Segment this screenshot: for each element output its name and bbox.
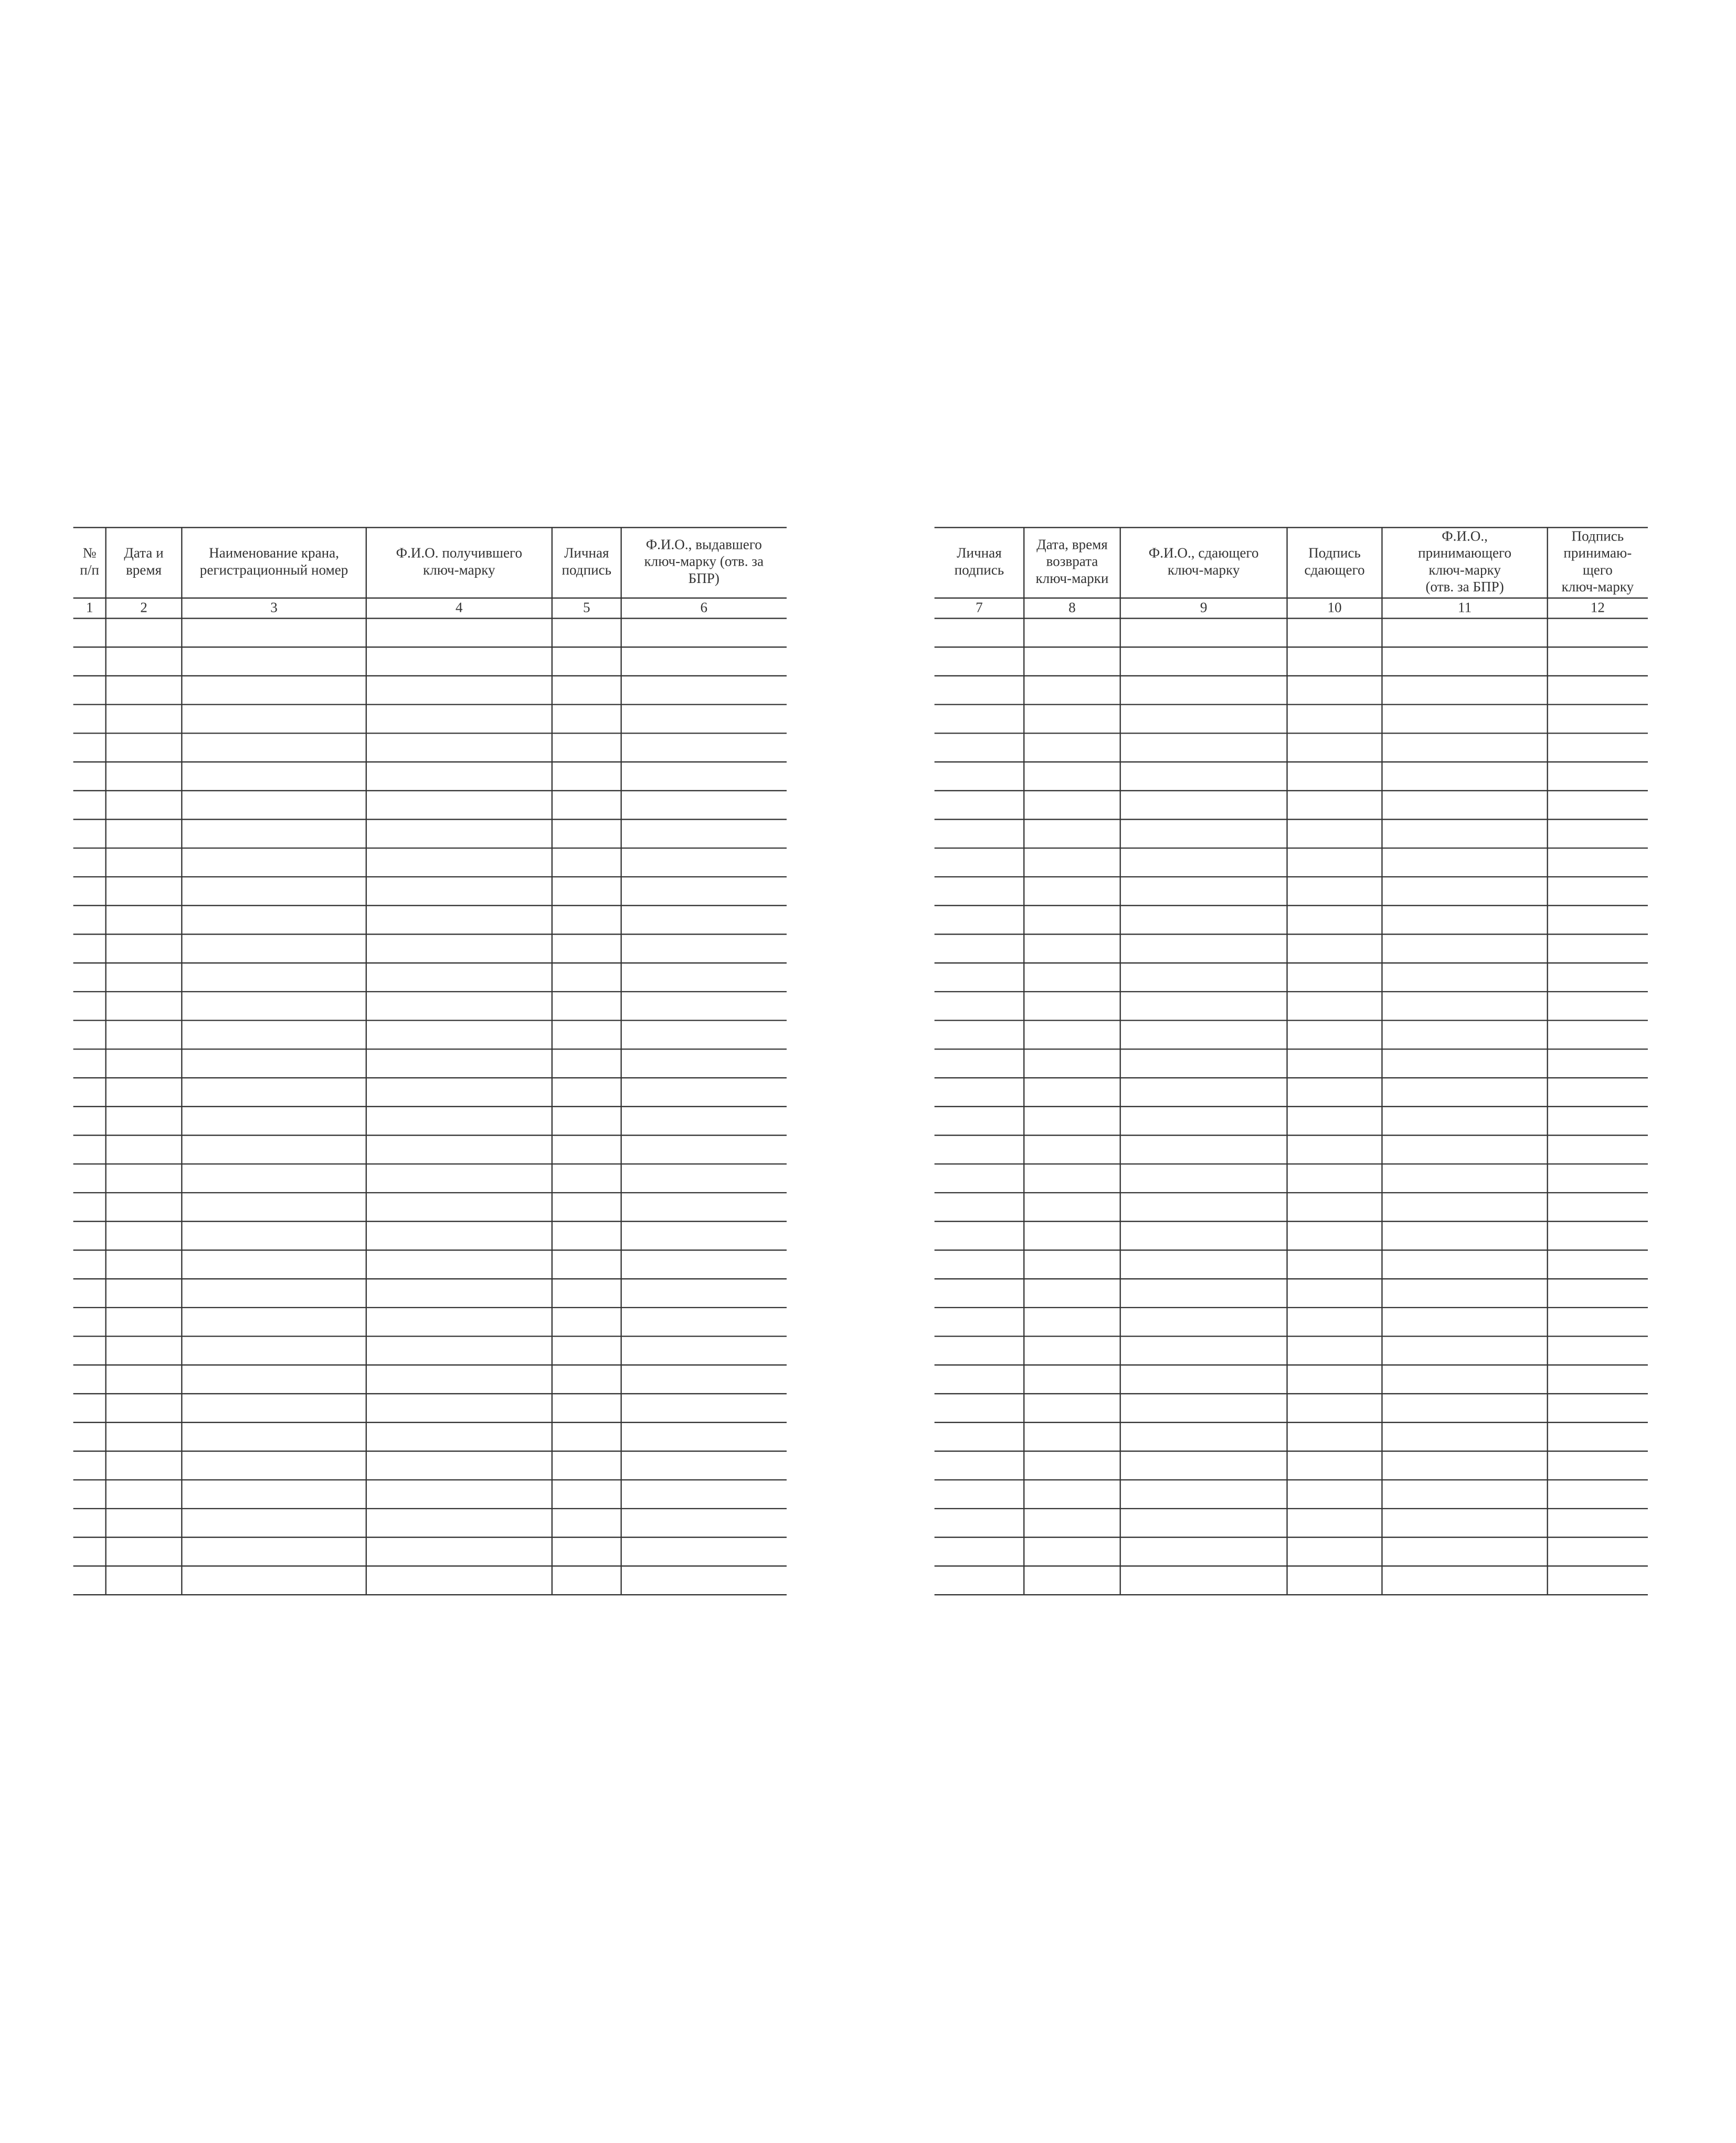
column-number: 6 — [701, 600, 708, 616]
column-header: принимающего — [1418, 545, 1511, 561]
column-header: Подпись — [1308, 545, 1361, 561]
column-header: БПР) — [689, 570, 719, 586]
column-header: ключ-марки — [1035, 570, 1108, 586]
column-header: ключ-марку — [1428, 562, 1501, 578]
column-header: время — [126, 562, 162, 578]
column-header: № — [83, 545, 97, 561]
column-number: 1 — [86, 600, 93, 616]
column-header: Наименование крана, — [209, 545, 339, 561]
column-header: щего — [1583, 562, 1613, 578]
column-number: 10 — [1327, 600, 1341, 616]
column-header: (отв. за БПР) — [1425, 579, 1504, 595]
column-number: 3 — [270, 600, 278, 616]
column-number: 8 — [1068, 600, 1076, 616]
column-header: ключ-марку — [1168, 562, 1240, 578]
column-header: ключ-марку — [423, 562, 495, 578]
column-number: 11 — [1458, 600, 1472, 616]
column-header: принимаю- — [1563, 545, 1632, 561]
column-header: сдающего — [1304, 562, 1364, 578]
column-header: ключ-марку — [1562, 579, 1634, 595]
column-header: Подпись — [1572, 528, 1624, 544]
column-number: 9 — [1200, 600, 1208, 616]
column-number: 2 — [140, 600, 147, 616]
column-number: 7 — [976, 600, 983, 616]
column-header: возврата — [1046, 554, 1098, 569]
column-number: 4 — [456, 600, 463, 616]
column-header: Ф.И.О., сдающего — [1149, 545, 1259, 561]
column-number: 5 — [583, 600, 590, 616]
column-header: подпись — [955, 562, 1004, 578]
column-header: Ф.И.О. получившего — [396, 545, 522, 561]
column-number: 12 — [1591, 600, 1605, 616]
column-header: подпись — [562, 562, 611, 578]
column-header: Личная — [957, 545, 1002, 561]
column-header: ключ-марку (отв. за — [644, 554, 764, 569]
column-header: регистрационный номер — [200, 562, 348, 578]
column-header: Личная — [564, 545, 609, 561]
column-header: Ф.И.О., выдавшего — [646, 536, 762, 552]
column-header: Ф.И.О., — [1442, 528, 1488, 544]
column-header: п/п — [80, 562, 99, 578]
column-header: Дата, время — [1036, 536, 1108, 552]
column-header: Дата и — [124, 545, 163, 561]
